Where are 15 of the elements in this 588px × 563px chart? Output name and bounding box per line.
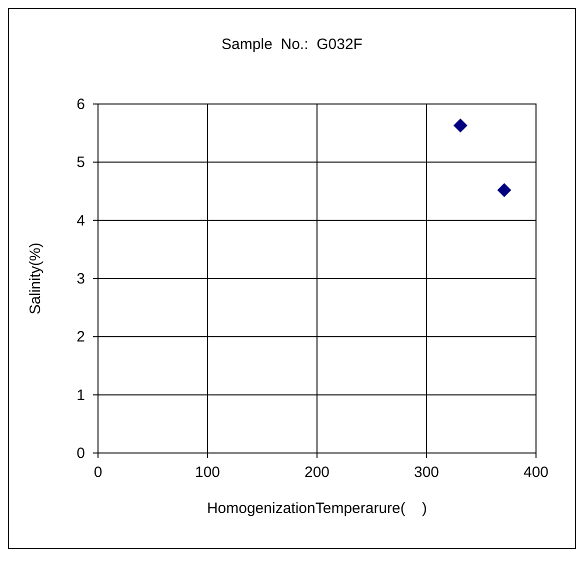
- y-axis-title: Salinity(%): [27, 242, 44, 314]
- y-tick-label: 4: [76, 212, 85, 230]
- y-tick-label: 5: [76, 154, 85, 172]
- y-tick-label: 0: [76, 445, 85, 462]
- y-tick-label: 3: [76, 270, 85, 288]
- x-tick-label: 400: [523, 464, 549, 481]
- x-tick-label: 0: [94, 464, 102, 481]
- chart-title: Sample No.: G032F: [222, 36, 362, 53]
- y-tick-label: 2: [76, 328, 85, 346]
- x-tick-label: 100: [194, 464, 220, 481]
- x-axis-title: HomogenizationTemperarure( ): [206, 500, 428, 517]
- x-tick-label: 300: [414, 464, 440, 481]
- x-tick-label: 200: [304, 464, 330, 481]
- y-tick-label: 6: [76, 96, 85, 113]
- y-tick-label: 1: [76, 386, 85, 404]
